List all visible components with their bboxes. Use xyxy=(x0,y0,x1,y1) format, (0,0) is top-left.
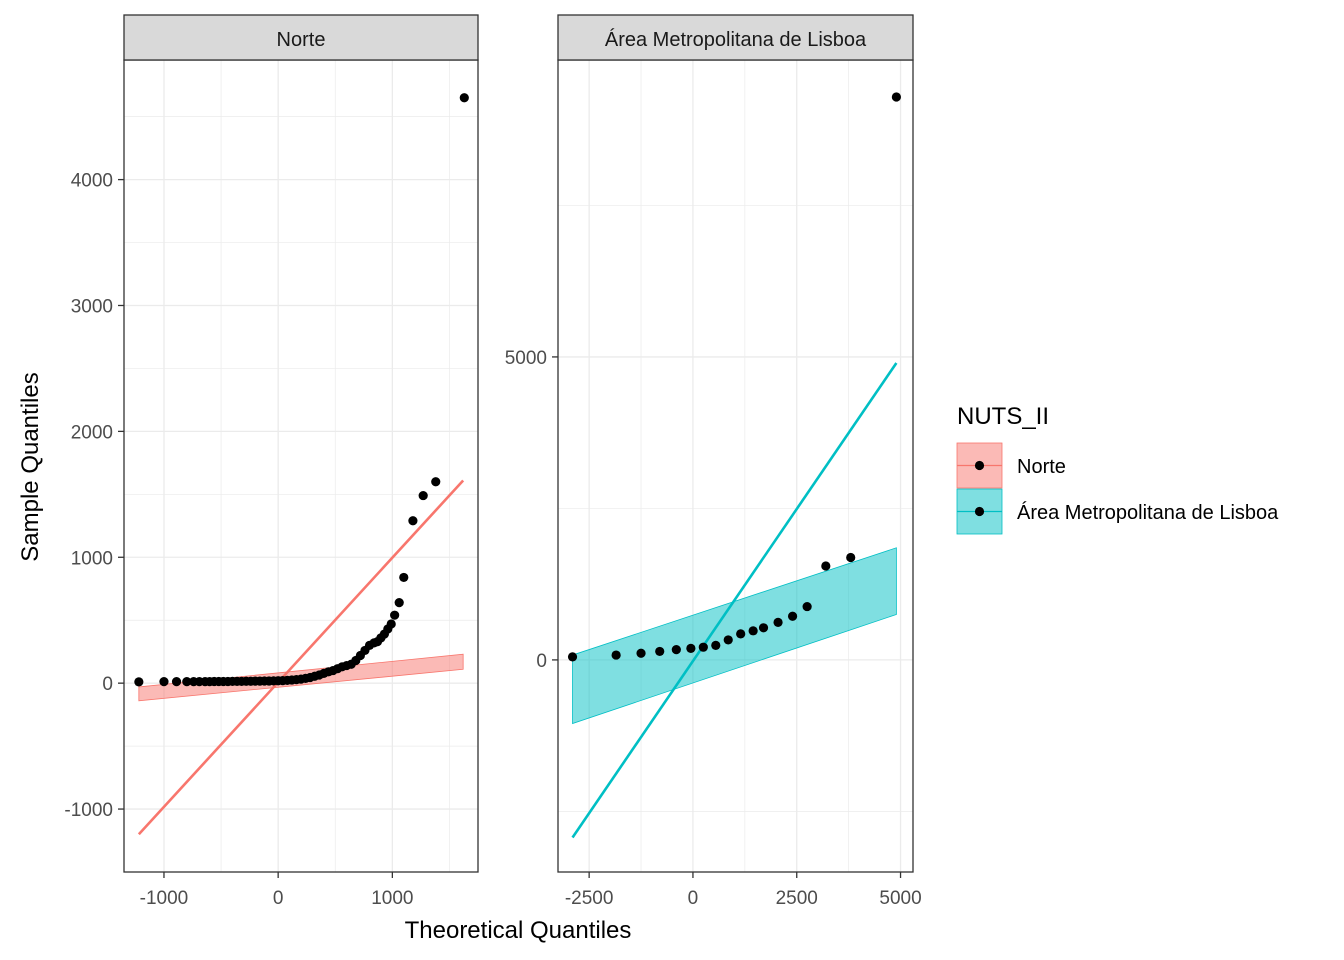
legend-label: Norte xyxy=(1017,456,1066,478)
confidence-band xyxy=(572,547,897,725)
legend-title: NUTS_II xyxy=(957,403,1049,430)
data-point xyxy=(394,597,404,608)
data-point xyxy=(698,642,708,652)
data-point xyxy=(723,635,733,645)
x-tick-label: -2500 xyxy=(565,888,614,909)
facet-panel-1: Norte -1000 0 1000 -1000 0 1000 2000 3000 4000 xyxy=(64,14,479,909)
facet-panel-2: Área Metropolitana de Lisboa -2500 0 2500 50… xyxy=(505,14,922,909)
legend-key-1 xyxy=(956,442,1003,489)
x-tick-label: -1000 xyxy=(140,888,189,909)
facet-panels: Norte -1000 0 1000 -1000 0 1000 2000 3000 4000 Áre… xyxy=(64,14,922,909)
data-point xyxy=(134,677,144,687)
data-point xyxy=(182,677,192,687)
y-tick-label: -1000 xyxy=(64,800,113,821)
data-point xyxy=(431,477,441,487)
y-axis: 0 5000 xyxy=(505,348,558,672)
data-points xyxy=(567,92,901,662)
x-tick-label: 0 xyxy=(273,888,284,909)
y-tick-label: 1000 xyxy=(71,548,113,569)
x-tick-label: 0 xyxy=(688,888,699,909)
data-point xyxy=(418,490,428,501)
data-point xyxy=(159,677,169,687)
data-point xyxy=(891,92,901,102)
data-point xyxy=(787,611,798,621)
data-point xyxy=(711,640,721,650)
y-axis-title: Sample Quantiles xyxy=(17,372,44,561)
y-tick-label: 0 xyxy=(102,674,113,695)
y-tick-label: 4000 xyxy=(71,171,113,192)
y-tick-label: 2000 xyxy=(71,422,113,443)
data-point xyxy=(611,650,621,660)
data-point xyxy=(821,561,831,571)
x-axis-title: Theoretical Quantiles xyxy=(405,917,632,944)
y-tick-label: 5000 xyxy=(505,348,547,369)
y-tick-label: 0 xyxy=(536,651,547,672)
data-point xyxy=(386,619,396,629)
data-point xyxy=(758,623,769,633)
data-point xyxy=(736,629,746,639)
data-point xyxy=(802,601,812,612)
x-tick-label: 5000 xyxy=(879,888,921,909)
y-tick-label: 3000 xyxy=(71,296,113,317)
facet-strip-label: Área Metropolitana de Lisboa xyxy=(605,28,867,51)
data-point xyxy=(459,93,469,103)
panel-background xyxy=(558,60,913,872)
data-point xyxy=(567,652,578,662)
data-point xyxy=(655,646,665,657)
data-point xyxy=(686,643,696,653)
x-tick-label: 1000 xyxy=(371,888,413,909)
qq-reference-line xyxy=(137,479,465,836)
data-point xyxy=(171,677,182,687)
data-point xyxy=(671,645,681,655)
data-point xyxy=(408,516,418,526)
data-point xyxy=(636,648,646,658)
x-tick-label: 2500 xyxy=(776,888,818,909)
facet-strip xyxy=(123,14,479,61)
x-axis: -1000 0 1000 xyxy=(140,872,413,909)
data-point xyxy=(390,610,400,620)
grid-lines xyxy=(124,60,478,873)
y-axis: -1000 0 1000 2000 3000 4000 xyxy=(64,171,124,821)
legend: NUTS_II Norte Área Metropolitana de Lisbo… xyxy=(956,403,1279,535)
data-point xyxy=(748,626,758,636)
data-point xyxy=(399,572,409,583)
x-axis: -2500 0 2500 5000 xyxy=(565,872,922,909)
legend-label: Área Metropolitana de Lisboa xyxy=(1017,501,1279,524)
facet-strip-label: Norte xyxy=(277,29,326,51)
data-point xyxy=(846,552,856,563)
panel-background xyxy=(124,60,478,872)
data-point xyxy=(773,617,783,627)
facet-strip xyxy=(557,14,914,61)
qq-reference-line xyxy=(571,362,898,839)
data-points xyxy=(134,93,469,687)
legend-key-2 xyxy=(956,488,1003,535)
